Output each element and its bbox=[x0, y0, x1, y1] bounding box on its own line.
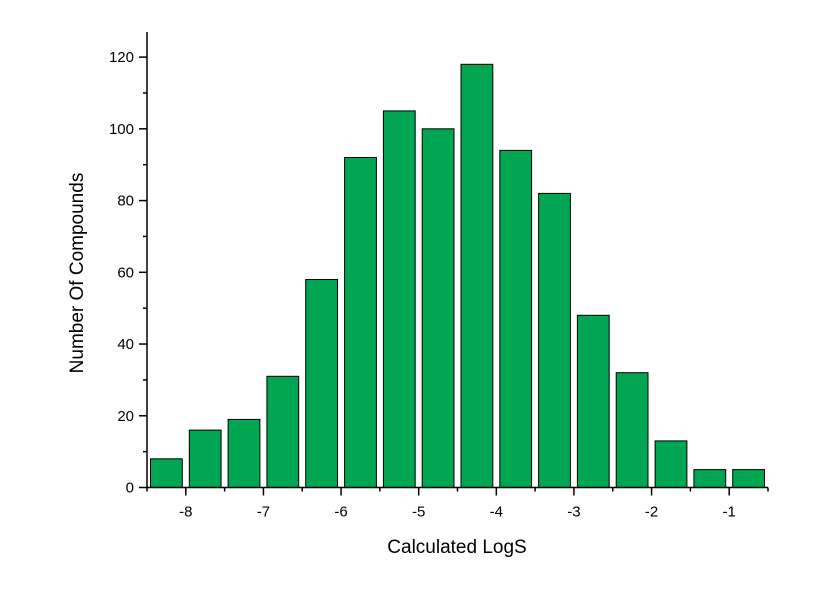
x-tick-label: -8 bbox=[179, 504, 192, 521]
x-tick-label: -5 bbox=[412, 504, 425, 521]
bar-bin-11 bbox=[576, 314, 610, 488]
bar-bin-15 bbox=[732, 469, 766, 489]
x-tick-label: -7 bbox=[257, 504, 270, 521]
bar-bin-6 bbox=[382, 110, 416, 489]
bar-bin-4 bbox=[305, 279, 339, 488]
bar-bin-8 bbox=[460, 63, 494, 489]
bar-bin-10 bbox=[538, 192, 571, 488]
bar-bin-5 bbox=[344, 157, 377, 488]
bars-group bbox=[150, 63, 766, 489]
bar-bin-12 bbox=[615, 372, 649, 489]
bar-bin-1 bbox=[188, 429, 222, 489]
bar-bin-7 bbox=[421, 128, 455, 489]
bar-bin-3 bbox=[266, 375, 300, 488]
y-tick-label: 100 bbox=[109, 121, 134, 138]
bar-bin-0 bbox=[150, 458, 183, 488]
bar-bin-13 bbox=[654, 440, 688, 488]
ticks-group: -8 -7 -6 -5 -4 -3 -2 -1 0 20 40 60 80 100 120 bbox=[109, 49, 769, 521]
y-tick-label: 120 bbox=[109, 49, 134, 66]
x-tick-label: -3 bbox=[567, 504, 580, 521]
x-tick-label: -6 bbox=[334, 504, 347, 521]
y-axis-title: Number Of Compounds bbox=[67, 173, 88, 374]
x-tick-label: -1 bbox=[723, 504, 736, 521]
x-tick-label: -4 bbox=[490, 504, 503, 521]
y-tick-label: 40 bbox=[117, 336, 134, 353]
y-tick-label: 0 bbox=[126, 480, 134, 497]
x-tick-label: -2 bbox=[645, 504, 658, 521]
y-tick-label: 20 bbox=[117, 408, 134, 425]
x-axis-title: Calculated LogS bbox=[387, 537, 526, 558]
bar-bin-14 bbox=[693, 469, 727, 489]
y-tick-label: 80 bbox=[117, 193, 134, 210]
bar-bin-2 bbox=[227, 418, 261, 488]
y-tick-label: 60 bbox=[117, 264, 134, 281]
bar-bin-9 bbox=[499, 149, 533, 488]
